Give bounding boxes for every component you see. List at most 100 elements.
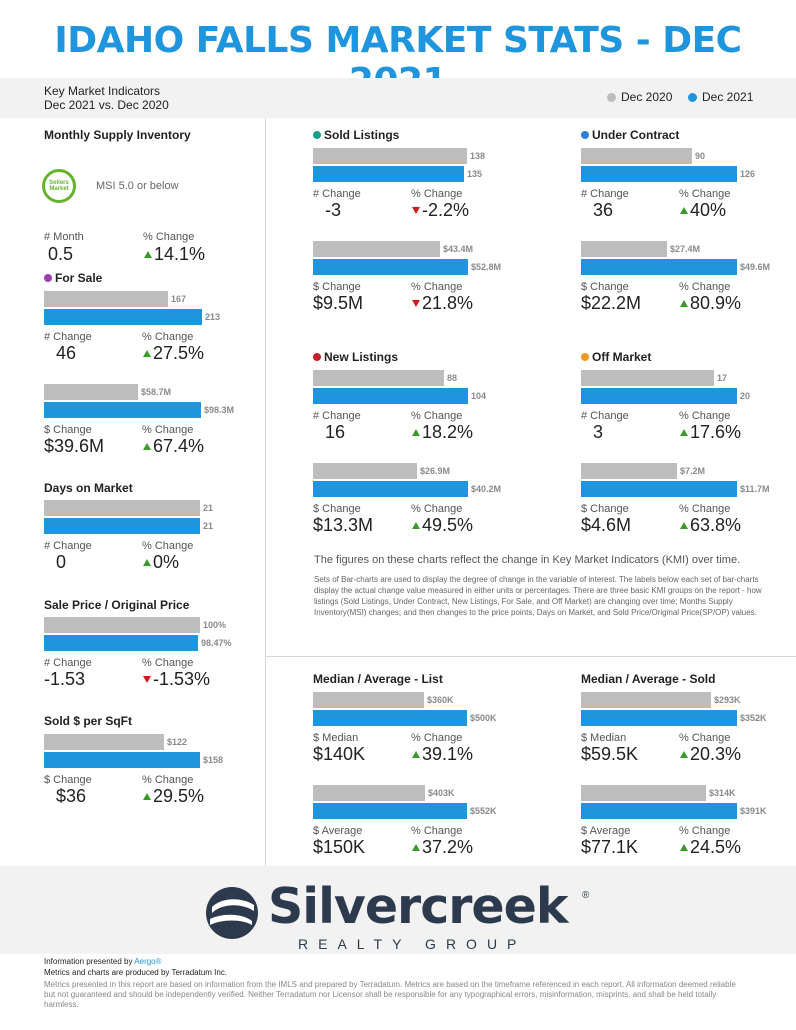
uc_dollars-label-prior: $27.4M <box>670 244 701 254</box>
new_units-bar-current <box>313 388 468 404</box>
for_sale_units-bar-current <box>44 309 202 325</box>
days_on_market-pct-caption: % Change <box>142 540 194 552</box>
sold_units-pct-text: -2.2% <box>422 200 470 220</box>
logo-subtitle: REALTY GROUP <box>298 936 527 952</box>
off_units-pct-text: 17.6% <box>690 422 742 442</box>
for_sale_units-label-current: 213 <box>205 312 221 322</box>
vertical-divider <box>265 118 266 866</box>
for_sale_dollars-bar-prior <box>44 384 138 400</box>
off_dollars-pct-value: 63.8% <box>680 515 741 536</box>
sold_units-bar-prior <box>313 148 467 164</box>
new_units-label-current: 104 <box>471 391 487 401</box>
for_sale_dollars-pct-text: 67.4% <box>153 436 205 456</box>
sold_average-pct-text: 24.5% <box>690 837 742 857</box>
uc_units-bar-prior <box>581 148 692 164</box>
uc_units-title-text: Under Contract <box>592 128 680 142</box>
off_units-change-value: 3 <box>593 422 604 442</box>
sold_sqft-title: Sold $ per SqFt <box>44 714 132 728</box>
off_units-title: Off Market <box>581 350 651 364</box>
up-arrow-icon <box>143 350 151 357</box>
sold_median-label-prior: $293K <box>714 695 741 705</box>
sold_units-title-dot <box>313 131 321 139</box>
sold_sqft-label-current: $158 <box>203 755 224 765</box>
days_on_market-label-prior: 21 <box>203 503 214 513</box>
off_units-bar-prior <box>581 370 714 386</box>
list_average-change-value: $150K <box>313 837 366 857</box>
uc_units-pct-caption: % Change <box>679 188 731 200</box>
for_sale_units-change-caption: # Change <box>44 331 92 343</box>
up-arrow-icon <box>412 844 420 851</box>
sold_median-change-value: $59.5K <box>581 744 639 764</box>
list_average-label-current: $552K <box>470 806 497 816</box>
up-arrow-icon <box>680 300 688 307</box>
list_average-pct-value: 37.2% <box>412 837 473 858</box>
sold_average-bar-current <box>581 803 737 819</box>
sold_dollars-bar-current <box>313 259 468 275</box>
explain-lead: The figures on these charts reflect the … <box>314 554 741 566</box>
list_average-bar-prior <box>313 785 425 801</box>
up-arrow-icon <box>143 793 151 800</box>
new_units-bar-prior <box>313 370 444 386</box>
new_units-title: New Listings <box>313 350 398 364</box>
new_dollars-change-value: $13.3M <box>313 515 374 535</box>
sold_average-label-current: $391K <box>740 806 767 816</box>
uc_units-pct-text: 40% <box>690 200 727 220</box>
new_units-pct-text: 18.2% <box>422 422 474 442</box>
new_units-label-prior: 88 <box>447 373 458 383</box>
list_median-pct-caption: % Change <box>411 732 463 744</box>
sold_average-label-prior: $314K <box>709 788 736 798</box>
for_sale_dollars-label-prior: $58.7M <box>141 387 172 397</box>
up-arrow-icon <box>412 429 420 436</box>
sold_dollars-pct-caption: % Change <box>411 281 463 293</box>
subheader-band <box>0 78 796 118</box>
days_on_market-label-current: 21 <box>203 521 214 531</box>
sold_dollars-label-prior: $43.4M <box>443 244 474 254</box>
sold_average-pct-value: 24.5% <box>680 837 741 858</box>
sold_dollars-change-value: $9.5M <box>313 293 364 313</box>
new_dollars-pct-text: 49.5% <box>422 515 474 535</box>
off_dollars-label-prior: $7.2M <box>680 466 706 476</box>
list_median-label-prior: $360K <box>427 695 454 705</box>
up-arrow-icon <box>680 429 688 436</box>
off_dollars-bar-current <box>581 481 737 497</box>
list_average-pct-text: 37.2% <box>422 837 474 857</box>
uc_units-change-value: 36 <box>593 200 614 220</box>
for_sale_dollars-change-caption: $ Change <box>44 424 92 436</box>
for_sale_units-change-value: 46 <box>56 343 77 363</box>
aergo-link[interactable]: Aergo® <box>134 957 162 966</box>
uc_dollars-bar-prior <box>581 241 667 257</box>
sold_average-bar-prior <box>581 785 706 801</box>
sold_dollars-bar-prior <box>313 241 440 257</box>
up-arrow-icon <box>412 522 420 529</box>
sold_sqft-change-caption: $ Change <box>44 774 92 786</box>
sold_dollars-pct-text: 21.8% <box>422 293 474 313</box>
uc_dollars-pct-value: 80.9% <box>680 293 741 314</box>
off_dollars-change-caption: $ Change <box>581 503 629 515</box>
sold_units-change-caption: # Change <box>313 188 361 200</box>
new_dollars-bar-current <box>313 481 468 497</box>
sold_median-title: Median / Average - Sold <box>581 672 715 686</box>
new_dollars-pct-value: 49.5% <box>412 515 473 536</box>
sale_price-label-current: 98.47% <box>201 638 232 648</box>
up-arrow-icon <box>144 251 152 258</box>
for_sale_dollars-pct-value: 67.4% <box>143 436 204 457</box>
list_median-pct-text: 39.1% <box>422 744 474 764</box>
legend-item-prior: Dec 2020 <box>607 90 672 104</box>
uc_dollars-pct-text: 80.9% <box>690 293 742 313</box>
off_units-title-dot <box>581 353 589 361</box>
sale_price-change-caption: # Change <box>44 657 92 669</box>
for_sale_units-title-text: For Sale <box>55 271 103 285</box>
msi-title: Monthly Supply Inventory <box>44 128 191 142</box>
off_dollars-pct-caption: % Change <box>679 503 731 515</box>
new_units-title-dot <box>313 353 321 361</box>
explain-body: Sets of Bar-charts are used to display t… <box>314 575 762 617</box>
footer-produced: Metrics and charts are produced by Terra… <box>44 968 228 977</box>
sold_sqft-change-value: $36 <box>56 786 87 806</box>
msi-change-value: 0.5 <box>48 244 74 264</box>
uc_units-bar-current <box>581 166 737 182</box>
for_sale_units-label-prior: 167 <box>171 294 187 304</box>
list_median-title: Median / Average - List <box>313 672 443 686</box>
sold_median-bar-prior <box>581 692 711 708</box>
list_median-title-text: Median / Average - List <box>313 672 443 686</box>
for_sale_units-pct-caption: % Change <box>142 331 194 343</box>
